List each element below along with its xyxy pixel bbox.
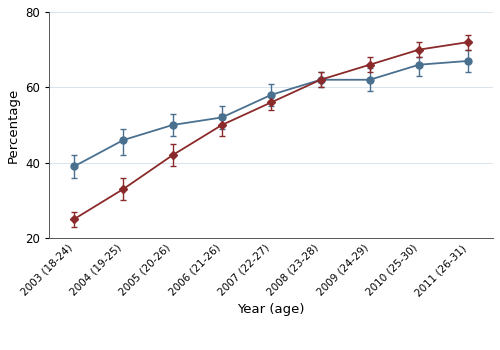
- Y-axis label: Percentage: Percentage: [7, 88, 20, 163]
- X-axis label: Year (age): Year (age): [238, 303, 305, 316]
